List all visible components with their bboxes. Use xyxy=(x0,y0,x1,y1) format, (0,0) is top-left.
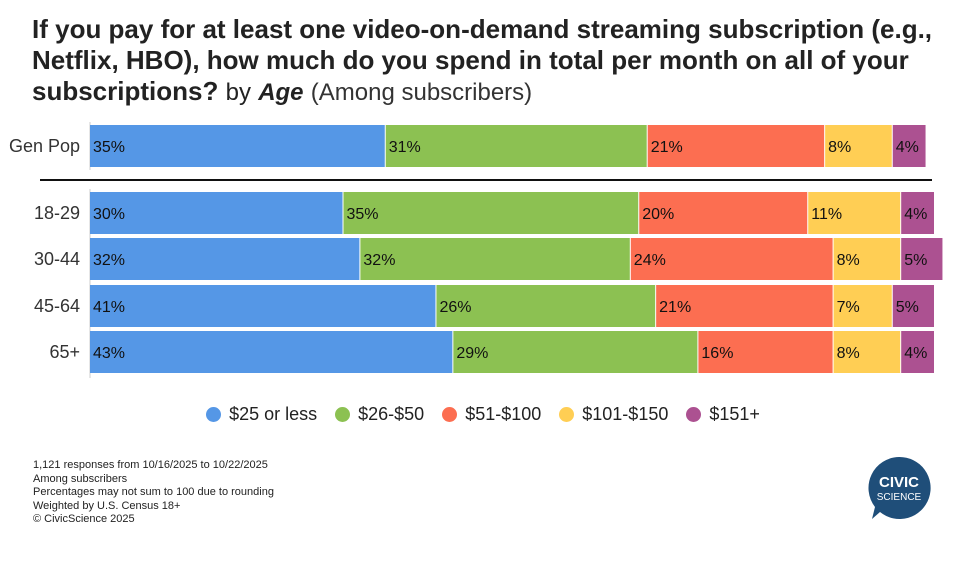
data-label-3-3: 7% xyxy=(837,299,860,316)
legend-label-4: $151+ xyxy=(709,404,760,424)
legend-label-3: $101-$150 xyxy=(582,404,669,424)
logo-line1: CIVIC xyxy=(879,474,919,491)
bar-segment-0-1 xyxy=(385,125,647,167)
data-label-4-2: 16% xyxy=(701,345,733,362)
bar-segment-1-0 xyxy=(90,192,343,234)
bar-segment-4-2 xyxy=(698,331,833,373)
bar-segment-2-1 xyxy=(360,238,630,280)
legend-label-1: $26-$50 xyxy=(358,404,425,424)
data-label-3-1: 26% xyxy=(439,299,471,316)
bar-segment-1-3 xyxy=(808,192,901,234)
bar-segment-3-1 xyxy=(436,285,656,327)
bar-segment-3-2 xyxy=(656,285,833,327)
data-label-0-4: 4% xyxy=(896,139,919,156)
bar-segment-0-4 xyxy=(892,125,926,167)
legend-label-2: $51-$100 xyxy=(465,404,542,424)
data-label-0-1: 31% xyxy=(389,139,421,156)
bar-segment-0-3 xyxy=(825,125,892,167)
data-label-1-1: 35% xyxy=(347,206,379,223)
title-dimension: Age xyxy=(258,79,304,106)
logo-line2: SCIENCE xyxy=(877,492,922,503)
bar-segment-2-4 xyxy=(901,238,943,280)
data-label-3-0: 41% xyxy=(93,299,125,316)
category-label-2: 30-44 xyxy=(34,249,80,269)
legend-item-2: $51-$100 xyxy=(442,404,541,425)
footnote-copyright: © CivicScience 2025 xyxy=(33,513,135,525)
legend-swatch-2 xyxy=(442,407,458,422)
bar-segment-4-3 xyxy=(833,331,901,373)
footnote-weighting: Weighted by U.S. Census 18+ xyxy=(33,499,181,512)
category-label-1: 18-29 xyxy=(34,203,80,223)
footnote-population: Among subscribers xyxy=(33,472,128,485)
bar-segment-4-4 xyxy=(901,331,934,373)
stacked-bar-chart: Gen Pop 35% 31% 21% 8% 4% 18-29 30% 35% 20% 11% 4% 3… xyxy=(9,122,943,378)
chart-title: If you pay for at least one video-on-dem… xyxy=(32,14,952,108)
footnote-responses: 1,121 responses from 10/16/2025 to 10/22… xyxy=(33,459,268,471)
bar-segment-4-0 xyxy=(90,331,453,373)
bar-segment-2-3 xyxy=(833,238,901,280)
bar-segment-1-2 xyxy=(639,192,808,234)
title-by: by xyxy=(225,79,251,106)
bar-segment-4-1 xyxy=(453,331,698,373)
data-label-4-4: 4% xyxy=(904,345,927,362)
legend-swatch-0 xyxy=(206,407,222,422)
bar-segment-2-0 xyxy=(90,238,360,280)
legend-item-0: $25 or less xyxy=(206,404,317,425)
data-label-2-2: 24% xyxy=(634,252,666,269)
legend-item-1: $26-$50 xyxy=(335,404,424,425)
data-label-2-1: 32% xyxy=(363,252,395,269)
logo-bubble xyxy=(868,456,931,519)
legend-swatch-1 xyxy=(335,407,351,422)
data-label-4-3: 8% xyxy=(837,345,860,362)
bar-segment-0-2 xyxy=(647,125,825,167)
bar-segment-3-0 xyxy=(90,285,436,327)
legend-swatch-4 xyxy=(686,407,702,422)
category-label-4: 65+ xyxy=(49,342,80,362)
civicscience-logo: CIVIC SCIENCE xyxy=(868,456,931,519)
legend-swatch-3 xyxy=(559,407,575,422)
data-label-1-4: 4% xyxy=(904,206,927,223)
bar-segment-3-3 xyxy=(833,285,892,327)
footnotes: 1,121 responses from 10/16/2025 to 10/22… xyxy=(33,459,274,527)
bar-segment-2-2 xyxy=(630,238,833,280)
data-label-3-2: 21% xyxy=(659,299,691,316)
data-label-2-4: 5% xyxy=(904,252,927,269)
bar-segment-3-4 xyxy=(892,285,934,327)
bar-segment-1-1 xyxy=(343,192,639,234)
legend-item-4: $151+ xyxy=(686,404,760,425)
bar-segment-0-0 xyxy=(90,125,385,167)
data-label-0-2: 21% xyxy=(651,139,683,156)
footnote-rounding: Percentages may not sum to 100 due to ro… xyxy=(33,486,274,498)
legend-label-0: $25 or less xyxy=(229,404,318,424)
legend-item-3: $101-$150 xyxy=(559,404,668,425)
chart-legend: $25 or less $26-$50 $51-$100 $101-$150 $151+ xyxy=(0,404,966,425)
title-question: If you pay for at least one video-on-dem… xyxy=(32,14,933,106)
category-label-0: Gen Pop xyxy=(9,136,80,156)
bar-segment-1-4 xyxy=(901,192,934,234)
data-label-2-0: 32% xyxy=(93,252,125,269)
data-label-4-0: 43% xyxy=(93,345,125,362)
data-label-3-4: 5% xyxy=(896,299,919,316)
data-label-0-3: 8% xyxy=(828,139,851,156)
data-label-1-2: 20% xyxy=(642,206,674,223)
data-label-1-0: 30% xyxy=(93,206,125,223)
data-label-2-3: 8% xyxy=(837,252,860,269)
data-label-1-3: 11% xyxy=(811,206,842,223)
data-label-0-0: 35% xyxy=(93,139,125,156)
category-label-3: 45-64 xyxy=(34,296,80,316)
data-label-4-1: 29% xyxy=(456,345,488,362)
title-subtitle: (Among subscribers) xyxy=(310,79,533,106)
